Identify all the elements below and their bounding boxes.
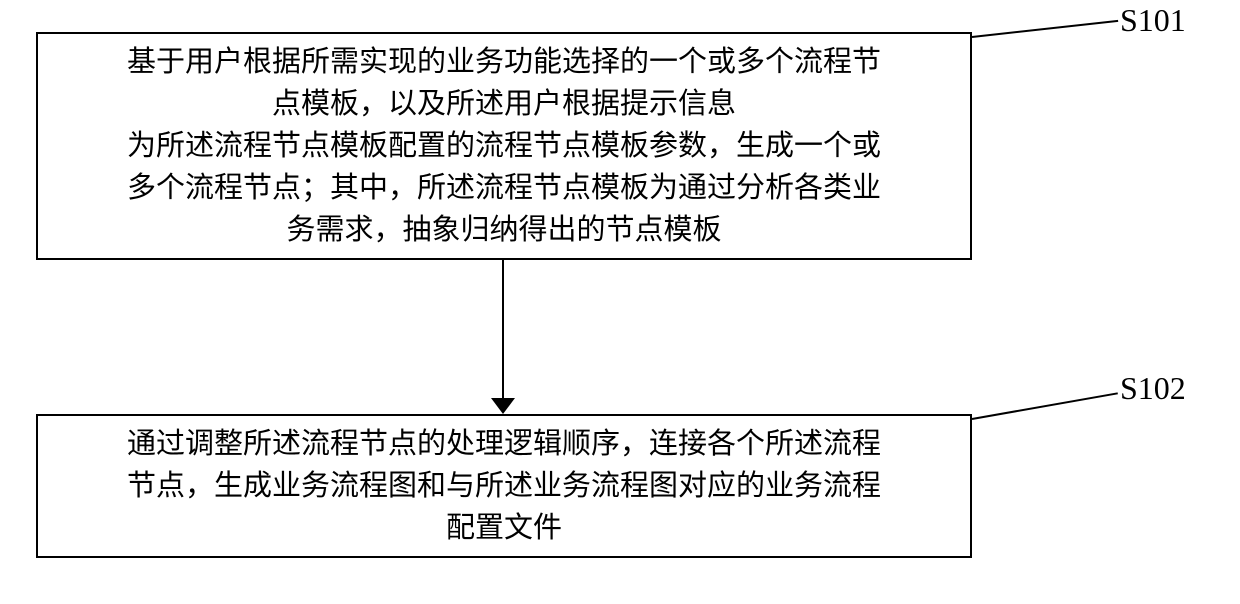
flow-node-s101-text: 基于用户根据所需实现的业务功能选择的一个或多个流程节 点模板，以及所述用户根据提… — [127, 41, 881, 251]
flow-node-s101: 基于用户根据所需实现的业务功能选择的一个或多个流程节 点模板，以及所述用户根据提… — [36, 32, 972, 260]
flow-node-s102-text: 通过调整所述流程节点的处理逻辑顺序，连接各个所述流程 节点，生成业务流程图和与所… — [127, 423, 881, 549]
step-label-s101: S101 — [1120, 2, 1186, 39]
flowchart-canvas: 基于用户根据所需实现的业务功能选择的一个或多个流程节 点模板，以及所述用户根据提… — [0, 0, 1240, 604]
leader-line-s101 — [972, 20, 1118, 38]
edge-s101-s102-line — [502, 260, 504, 400]
edge-s101-s102-head — [491, 398, 515, 414]
step-label-s102: S102 — [1120, 370, 1186, 407]
leader-line-s102 — [972, 392, 1118, 420]
flow-node-s102: 通过调整所述流程节点的处理逻辑顺序，连接各个所述流程 节点，生成业务流程图和与所… — [36, 414, 972, 558]
